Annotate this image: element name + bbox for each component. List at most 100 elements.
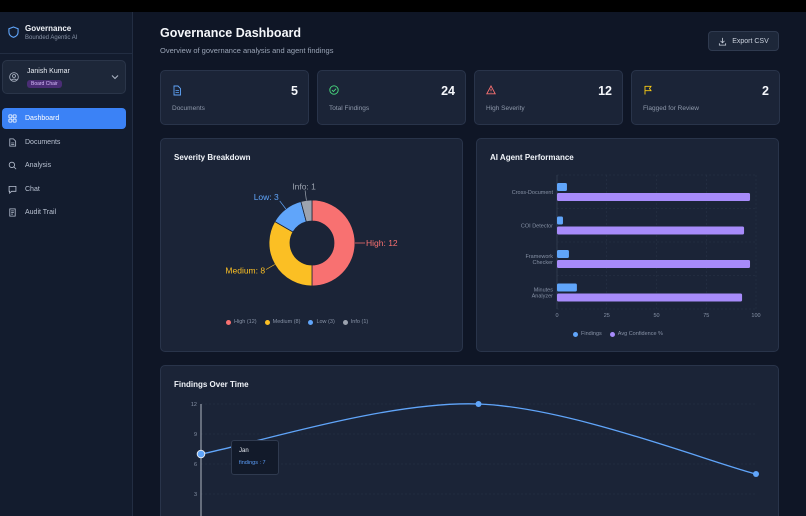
donut-slice-high[interactable] xyxy=(311,199,356,287)
x-tick-label: 50 xyxy=(653,313,659,319)
panel-title: Findings Over Time xyxy=(174,380,249,389)
user-role-badge: Board Chair xyxy=(27,80,62,88)
donut-label-leader xyxy=(265,264,275,270)
legend-item[interactable]: High (12) xyxy=(226,319,257,325)
download-icon xyxy=(719,37,727,46)
legend-swatch xyxy=(264,319,270,325)
sidebar-item-label: Documents xyxy=(25,138,61,146)
legend-item[interactable]: Info (1) xyxy=(342,319,368,325)
stat-card-flagged: 2 Flagged for Review xyxy=(631,70,780,125)
x-tick-label: 25 xyxy=(604,313,610,319)
audit-trail-icon xyxy=(9,208,16,217)
sidebar-item-label: Dashboard xyxy=(25,115,60,122)
legend-swatch xyxy=(308,319,314,325)
tooltip-value: findings : 7 xyxy=(239,460,266,466)
tooltip-title: Jan xyxy=(239,448,249,454)
sidebar-item-analysis[interactable]: Analysis xyxy=(2,155,126,176)
sidebar-item-documents[interactable]: Documents xyxy=(2,132,126,153)
brand: Governance Bounded Agentic AI xyxy=(8,24,77,41)
legend-item[interactable]: Medium (8) xyxy=(264,319,301,325)
bar-findings[interactable] xyxy=(557,216,563,225)
sidebar-item-label: Chat xyxy=(25,185,40,193)
legend-item[interactable]: Findings xyxy=(573,331,602,337)
donut-slice-label: High: 12 xyxy=(366,238,398,248)
bar-confidence[interactable] xyxy=(557,193,751,201)
y-category-label: Analyzer xyxy=(532,294,554,300)
findings-line xyxy=(200,403,757,475)
data-point[interactable] xyxy=(196,449,206,459)
sidebar-item-chat[interactable]: Chat xyxy=(2,179,126,200)
donut-label-leader xyxy=(279,200,287,210)
agent-legend: Findings Avg Confidence % xyxy=(573,331,671,337)
stat-value: 2 xyxy=(762,84,769,98)
stat-value: 12 xyxy=(598,84,612,98)
sidebar: Governance Bounded Agentic AI Janish Kum… xyxy=(0,12,133,516)
data-point[interactable] xyxy=(475,401,482,407)
main-content: Governance Dashboard Overview of governa… xyxy=(134,12,806,516)
search-icon xyxy=(8,161,17,170)
sidebar-nav: Dashboard Documents Analysis Chat xyxy=(2,108,126,226)
bar-confidence[interactable] xyxy=(557,226,745,235)
x-tick-label: 100 xyxy=(751,313,760,319)
user-menu[interactable]: Janish Kumar Board Chair xyxy=(2,60,126,94)
bar-findings[interactable] xyxy=(557,183,567,191)
sidebar-divider xyxy=(0,53,133,54)
chart-tooltip: Jan findings : 7 xyxy=(231,440,279,475)
legend-swatch xyxy=(342,319,348,325)
y-category-label: Cross-Document xyxy=(512,190,554,196)
severity-legend: High (12) Medium (8) Low (3) Info (1) xyxy=(226,319,376,325)
y-tick-label: 9 xyxy=(194,432,197,438)
stat-card-high-severity: 12 High Severity xyxy=(474,70,623,125)
stat-label: High Severity xyxy=(486,105,525,112)
y-category-label: Minutes xyxy=(534,288,554,294)
chevron-down-icon[interactable] xyxy=(111,74,119,80)
stat-label: Documents xyxy=(172,105,205,112)
donut-slice-info[interactable] xyxy=(300,199,313,223)
donut-label-leader xyxy=(304,190,307,201)
legend-item[interactable]: Avg Confidence % xyxy=(609,331,663,337)
data-point[interactable] xyxy=(753,471,759,477)
bar-findings[interactable] xyxy=(557,283,577,292)
app-subtitle: Bounded Agentic AI xyxy=(25,35,78,41)
legend-swatch xyxy=(573,331,578,337)
donut-slice-medium[interactable] xyxy=(268,220,313,287)
legend-label: Medium (8) xyxy=(272,319,301,325)
y-tick-label: 6 xyxy=(194,462,197,468)
sidebar-item-label: Analysis xyxy=(25,162,52,169)
chat-icon xyxy=(8,185,17,194)
legend-swatch xyxy=(609,331,615,337)
check-circle-icon xyxy=(329,85,339,95)
shield-icon xyxy=(8,26,19,38)
panel-title: Severity Breakdown xyxy=(174,153,251,162)
document-icon xyxy=(9,137,17,147)
severity-breakdown-panel: Severity Breakdown High: 12 Medium: 8 Low:… xyxy=(160,138,463,352)
export-csv-label: Export CSV xyxy=(732,37,769,45)
legend-item[interactable]: Low (3) xyxy=(308,319,335,325)
stat-value: 5 xyxy=(291,84,298,98)
sidebar-item-dashboard[interactable]: Dashboard xyxy=(2,108,126,129)
bar-findings[interactable] xyxy=(557,250,569,258)
window-top-bar xyxy=(0,0,806,12)
page-title: Governance Dashboard xyxy=(160,26,302,40)
stat-card-total-findings: 24 Total Findings xyxy=(317,70,466,125)
bar-confidence[interactable] xyxy=(557,260,751,268)
bar-confidence[interactable] xyxy=(557,293,743,302)
sidebar-item-audit-trail[interactable]: Audit Trail xyxy=(2,202,126,223)
agent-performance-bar-chart: 0 25 50 75 100 Cross-Document COI Detector Fram… xyxy=(512,174,761,319)
dashboard-icon xyxy=(8,114,17,123)
donut-slice-label: Medium: 8 xyxy=(225,266,265,276)
export-csv-button[interactable]: Export CSV xyxy=(708,31,779,51)
donut-slice-label: Info: 1 xyxy=(292,181,316,191)
agent-performance-panel: AI Agent Performance 0 25 50 75 100 Cross-Doc… xyxy=(476,138,779,352)
y-tick-label: 3 xyxy=(194,492,197,498)
flag-icon xyxy=(644,85,652,95)
app-title: Governance xyxy=(25,24,72,33)
y-category-label: COI Detector xyxy=(521,224,553,230)
stat-value: 24 xyxy=(441,84,455,98)
legend-label: Low (3) xyxy=(316,319,335,325)
user-name: Janish Kumar xyxy=(27,68,70,75)
stat-label: Flagged for Review xyxy=(643,105,699,112)
stat-card-documents: 5 Documents xyxy=(160,70,309,125)
y-tick-label: 12 xyxy=(191,402,197,408)
stat-label: Total Findings xyxy=(329,105,370,112)
